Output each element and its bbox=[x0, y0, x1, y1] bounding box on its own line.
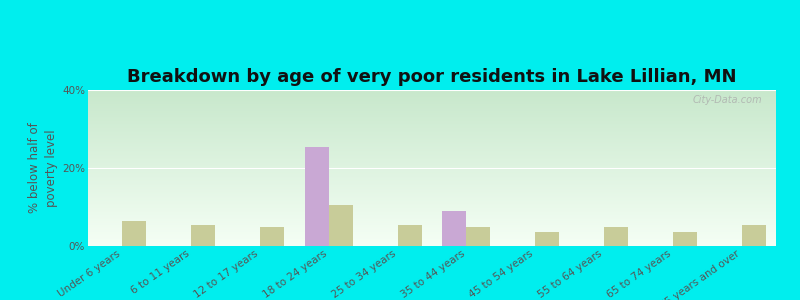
Bar bbox=[329, 205, 353, 246]
Bar bbox=[673, 232, 697, 246]
Bar bbox=[442, 211, 466, 246]
Text: City-Data.com: City-Data.com bbox=[693, 95, 762, 105]
Bar bbox=[398, 224, 422, 246]
Bar bbox=[305, 147, 329, 246]
Bar bbox=[191, 224, 215, 246]
Y-axis label: % below half of
poverty level: % below half of poverty level bbox=[28, 123, 58, 213]
Bar bbox=[122, 221, 146, 246]
Bar bbox=[535, 232, 559, 246]
Bar bbox=[742, 224, 766, 246]
Bar bbox=[604, 226, 628, 246]
Bar bbox=[260, 226, 284, 246]
Bar bbox=[466, 226, 490, 246]
Title: Breakdown by age of very poor residents in Lake Lillian, MN: Breakdown by age of very poor residents … bbox=[127, 68, 737, 86]
